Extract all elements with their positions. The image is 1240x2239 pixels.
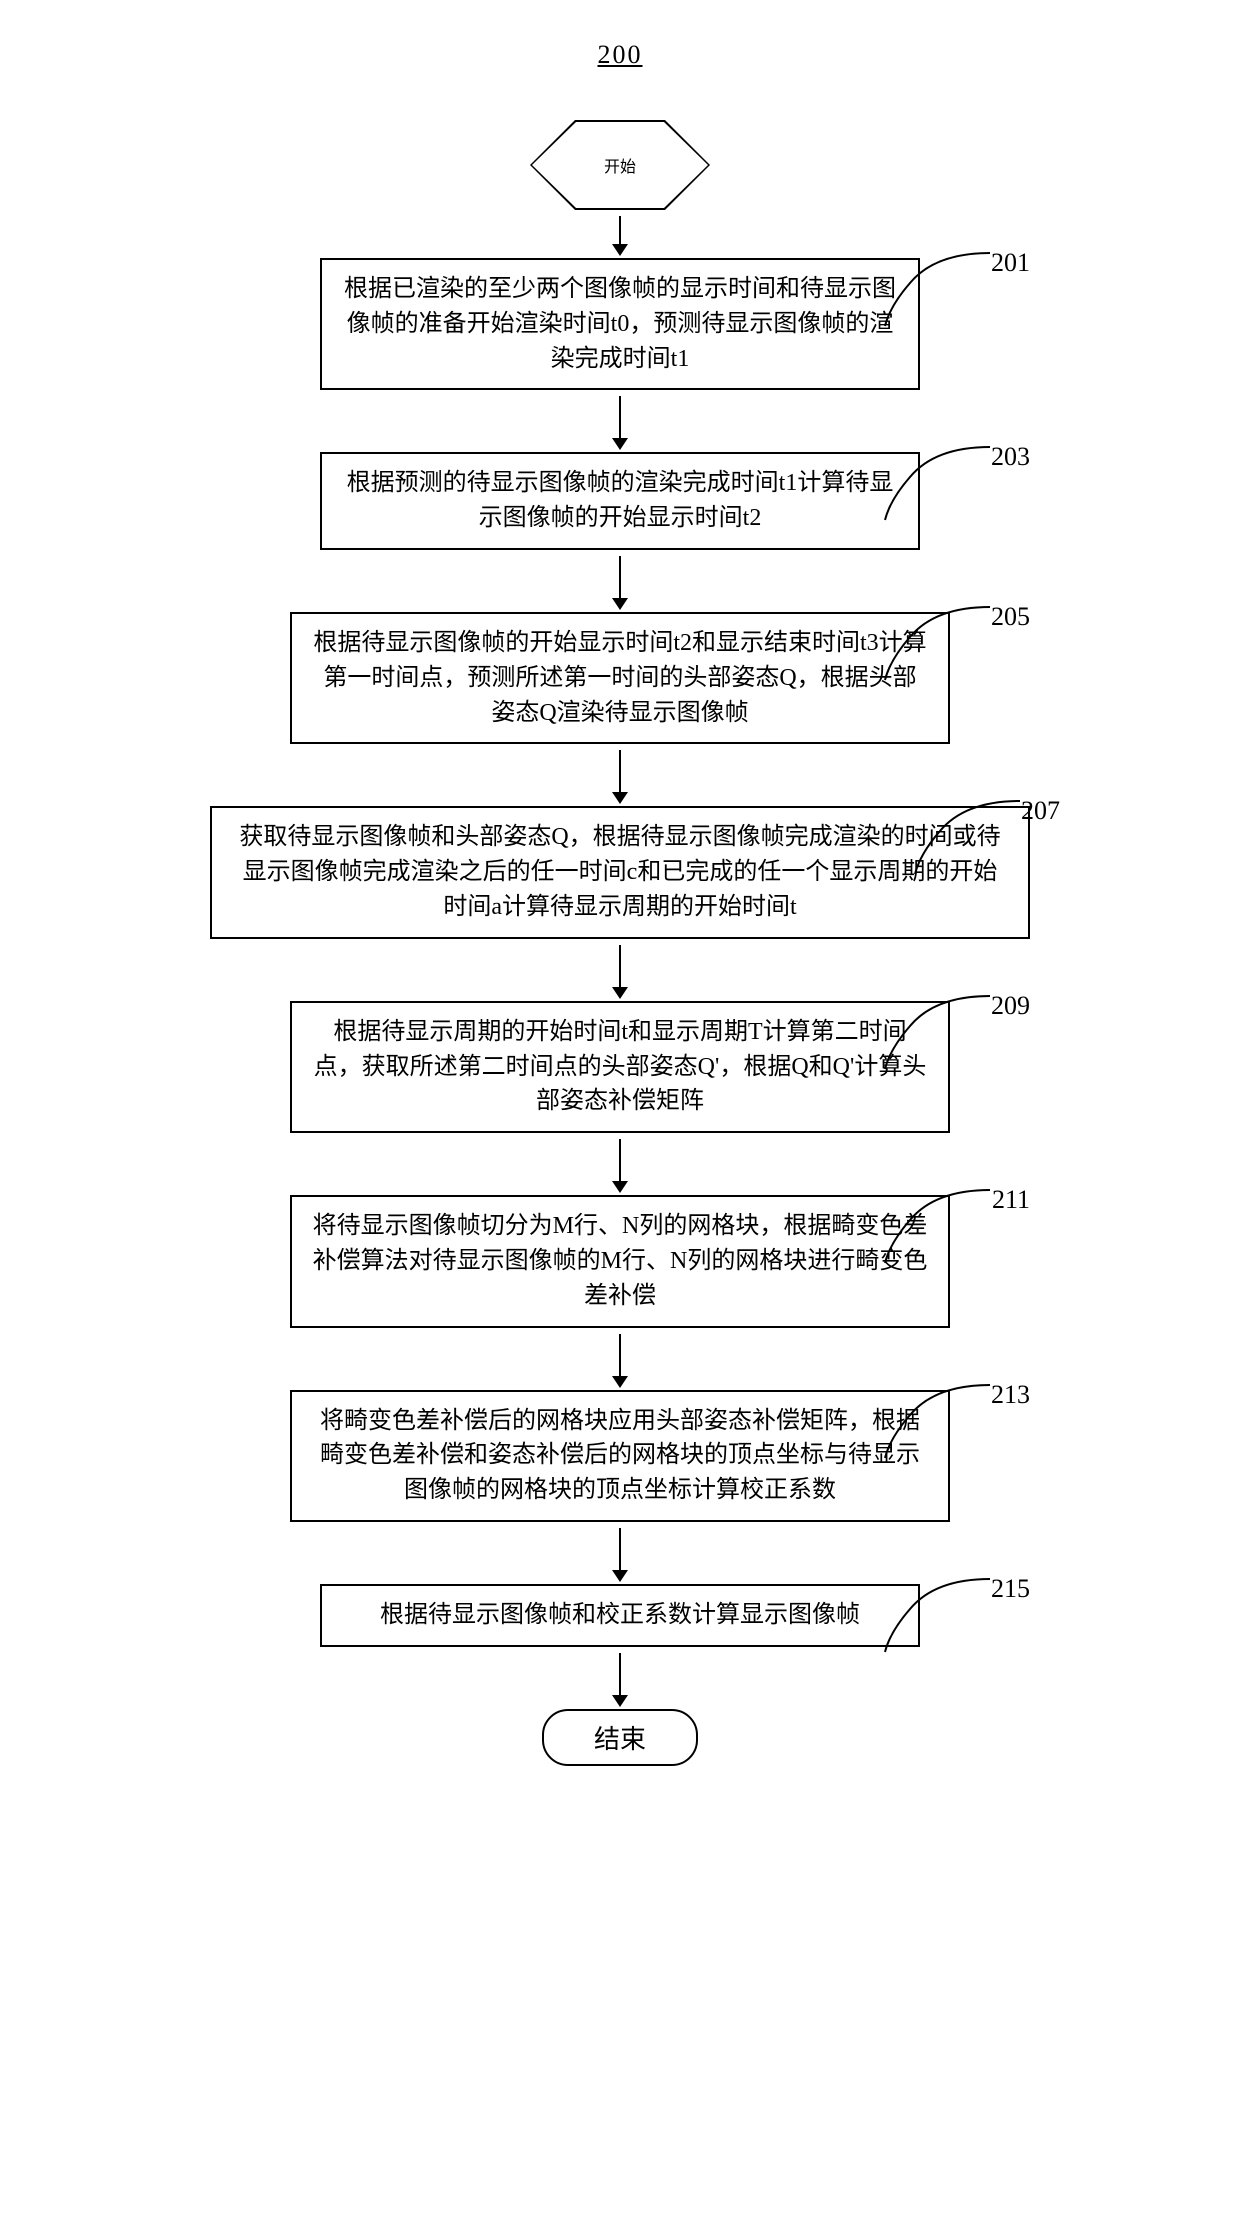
arrow: [612, 1528, 628, 1582]
step-label: 213: [991, 1380, 1030, 1410]
process-box: 根据待显示图像帧的开始显示时间t2和显示结束时间t3计算第一时间点，预测所述第一…: [290, 612, 950, 744]
process-box: 将待显示图像帧切分为M行、N列的网格块，根据畸变色差补偿算法对待显示图像帧的M行…: [290, 1195, 950, 1327]
process-box: 根据已渲染的至少两个图像帧的显示时间和待显示图像帧的准备开始渲染时间t0，预测待…: [320, 258, 920, 390]
step-label: 207: [1021, 796, 1060, 826]
process-box: 根据预测的待显示图像帧的渲染完成时间t1计算待显示图像帧的开始显示时间t2: [320, 452, 920, 550]
step-label: 205: [991, 602, 1030, 632]
flow-step: 根据预测的待显示图像帧的渲染完成时间t1计算待显示图像帧的开始显示时间t2203: [170, 452, 1070, 550]
end-terminator: 结束: [542, 1709, 698, 1766]
arrow: [612, 750, 628, 804]
arrow: [612, 396, 628, 450]
flow-step: 将畸变色差补偿后的网格块应用头部姿态补偿矩阵，根据畸变色差补偿和姿态补偿后的网格…: [170, 1390, 1070, 1522]
process-box: 将畸变色差补偿后的网格块应用头部姿态补偿矩阵，根据畸变色差补偿和姿态补偿后的网格…: [290, 1390, 950, 1522]
step-label: 209: [991, 991, 1030, 1021]
step-label: 211: [992, 1185, 1030, 1215]
process-box: 根据待显示图像帧和校正系数计算显示图像帧: [320, 1584, 920, 1647]
flow-step: 根据待显示图像帧和校正系数计算显示图像帧215: [170, 1584, 1070, 1647]
arrow: [612, 556, 628, 610]
arrow: [612, 1334, 628, 1388]
figure-number: 200: [598, 40, 643, 70]
step-label: 215: [991, 1574, 1030, 1604]
flow-step: 根据待显示周期的开始时间t和显示周期T计算第二时间点，获取所述第二时间点的头部姿…: [170, 1001, 1070, 1133]
arrow: [612, 1653, 628, 1707]
flow-step: 将待显示图像帧切分为M行、N列的网格块，根据畸变色差补偿算法对待显示图像帧的M行…: [170, 1195, 1070, 1327]
arrow: [612, 945, 628, 999]
step-label: 203: [991, 442, 1030, 472]
arrow: [612, 216, 628, 256]
step-label: 201: [991, 248, 1030, 278]
process-box: 获取待显示图像帧和头部姿态Q，根据待显示图像帧完成渲染的时间或待显示图像帧完成渲…: [210, 806, 1030, 938]
flow-step: 获取待显示图像帧和头部姿态Q，根据待显示图像帧完成渲染的时间或待显示图像帧完成渲…: [170, 806, 1070, 938]
arrow: [612, 1139, 628, 1193]
flow-step: 根据待显示图像帧的开始显示时间t2和显示结束时间t3计算第一时间点，预测所述第一…: [170, 612, 1070, 744]
end-label: 结束: [594, 1725, 646, 1754]
flowchart: 开始 根据已渲染的至少两个图像帧的显示时间和待显示图像帧的准备开始渲染时间t0，…: [170, 120, 1070, 1766]
start-terminator: 开始: [530, 120, 710, 210]
flow-step: 根据已渲染的至少两个图像帧的显示时间和待显示图像帧的准备开始渲染时间t0，预测待…: [170, 258, 1070, 390]
start-label: 开始: [604, 153, 636, 177]
process-box: 根据待显示周期的开始时间t和显示周期T计算第二时间点，获取所述第二时间点的头部姿…: [290, 1001, 950, 1133]
